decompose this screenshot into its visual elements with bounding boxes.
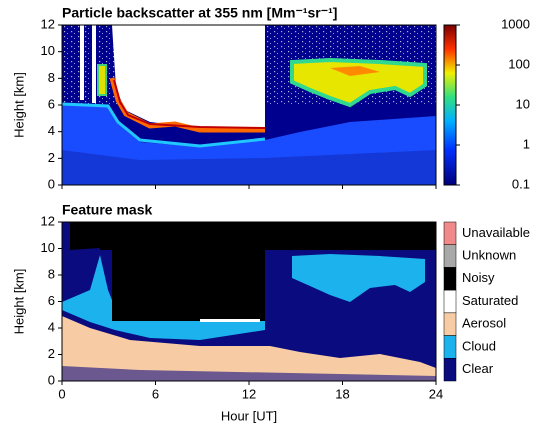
feature-mask-image — [62, 222, 436, 381]
legend-label: Noisy — [462, 270, 495, 285]
legend-swatch — [443, 289, 457, 314]
x-tick-label: 6 — [152, 386, 159, 401]
colorbar-tick-label: 0.1 — [512, 176, 530, 191]
colorbar-tick-label: 100 — [508, 56, 530, 71]
y-tick-label: 8 — [48, 266, 55, 281]
chart-title: Feature mask — [62, 202, 152, 218]
colorbar-tick-label: 1000 — [501, 16, 530, 31]
y-tick-label: 4 — [48, 319, 55, 334]
y-tick-label: 12 — [41, 16, 55, 31]
y-tick-label: 6 — [48, 293, 55, 308]
y-tick-label: 2 — [48, 346, 55, 361]
y-tick-label: 4 — [48, 123, 55, 138]
legend-label: Cloud — [462, 338, 496, 353]
y-tick-label: 8 — [48, 70, 55, 85]
x-tick-label: 24 — [429, 386, 443, 401]
legend-swatch — [443, 358, 457, 382]
legend-label: Unknown — [462, 248, 516, 263]
y-tick-label: 0 — [48, 372, 55, 387]
y-axis-label: Height [km] — [11, 72, 26, 138]
legend-label: Aerosol — [462, 316, 506, 331]
x-tick-label: 0 — [58, 386, 65, 401]
colorbar-tick-label: 1 — [523, 136, 530, 151]
backscatter-image — [62, 25, 436, 185]
y-axis-label: Height [km] — [11, 269, 26, 335]
legend-swatch — [443, 244, 457, 268]
y-tick-label: 0 — [48, 176, 55, 191]
y-tick-label: 6 — [48, 96, 55, 111]
y-tick-label: 10 — [41, 240, 55, 255]
y-tick-label: 10 — [41, 43, 55, 58]
chart-title: Particle backscatter at 355 nm [Mm⁻¹sr⁻¹… — [62, 5, 337, 21]
colorbar — [443, 24, 457, 186]
legend-label: Saturated — [462, 293, 518, 308]
x-tick-label: 18 — [335, 386, 349, 401]
legend-swatch — [443, 312, 457, 336]
legend-swatch — [443, 267, 457, 291]
y-tick-label: 12 — [41, 213, 55, 228]
legend-label: Unavailable — [462, 225, 530, 240]
legend-swatch — [443, 335, 457, 359]
x-axis-label: Hour [UT] — [221, 408, 277, 423]
legend-swatch — [443, 221, 457, 245]
legend-label: Clear — [462, 361, 494, 376]
y-tick-label: 2 — [48, 150, 55, 165]
colorbar-tick-label: 10 — [516, 96, 530, 111]
x-tick-label: 12 — [242, 386, 256, 401]
